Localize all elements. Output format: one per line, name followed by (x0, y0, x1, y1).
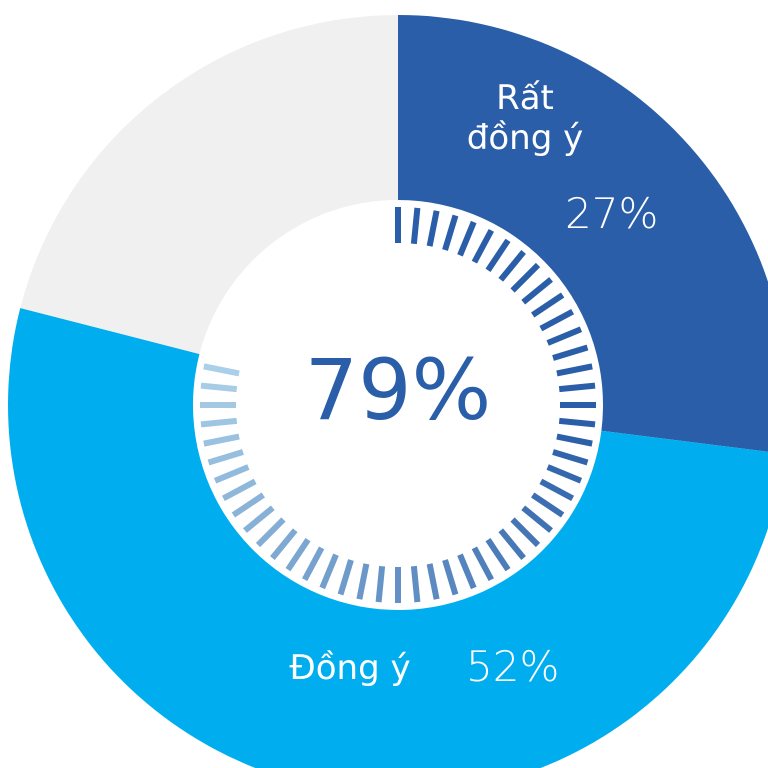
ring-tick (375, 565, 386, 603)
ring-tick (255, 517, 286, 548)
ring-tick (510, 517, 541, 548)
donut-segment (398, 15, 768, 452)
ring-tick (200, 382, 238, 393)
ring-tick (457, 220, 477, 257)
ring-tick (521, 277, 553, 305)
ring-tick (510, 262, 541, 293)
ring-tick (521, 505, 553, 533)
ring-tick (558, 417, 596, 428)
ring-tick (221, 478, 257, 501)
ring-tick (531, 492, 565, 518)
ring-tick (200, 417, 238, 428)
ring-tick (546, 326, 583, 346)
ring-tick (457, 553, 477, 590)
value-label: 52% (466, 642, 560, 691)
ring-tick (558, 382, 596, 393)
ring-tick (270, 528, 298, 560)
ring-tick (442, 559, 459, 596)
ring-tick (319, 553, 339, 590)
ring-tick (498, 250, 526, 282)
ring-tick (539, 478, 575, 501)
ring-tick (552, 449, 589, 466)
ring-tick (471, 228, 494, 264)
value-label: 27% (565, 189, 659, 238)
ring-tick (356, 563, 370, 600)
donut-segment (20, 15, 399, 355)
ring-tick (485, 538, 511, 572)
ring-tick (485, 238, 511, 272)
ring-tick (231, 492, 265, 518)
ring-tick (203, 433, 240, 447)
ring-tick (556, 363, 593, 377)
ring-tick (410, 565, 421, 603)
ring-tick (207, 449, 244, 466)
ring-tick (546, 464, 583, 484)
ring-tick (471, 546, 494, 582)
ring-tick (203, 363, 240, 377)
ring-tick (243, 505, 275, 533)
ring-tick (426, 210, 440, 247)
ring-tick (302, 546, 325, 582)
center-label: 79% (304, 341, 492, 439)
segment-label: Đồng ý (289, 648, 411, 688)
ring-tick (556, 433, 593, 447)
ring-tick (531, 292, 565, 318)
ring-tick (285, 538, 311, 572)
ring-tick (337, 559, 354, 596)
ring-tick (498, 528, 526, 560)
ring-tick (552, 344, 589, 361)
tick-ring (200, 207, 596, 603)
segment-label: Rất đồng ý (466, 78, 584, 158)
ring-tick (213, 464, 250, 484)
donut-segment (8, 308, 768, 768)
ring-tick (410, 207, 421, 245)
ring-tick (539, 309, 575, 332)
ring-tick (442, 214, 459, 251)
ring-tick (426, 563, 440, 600)
